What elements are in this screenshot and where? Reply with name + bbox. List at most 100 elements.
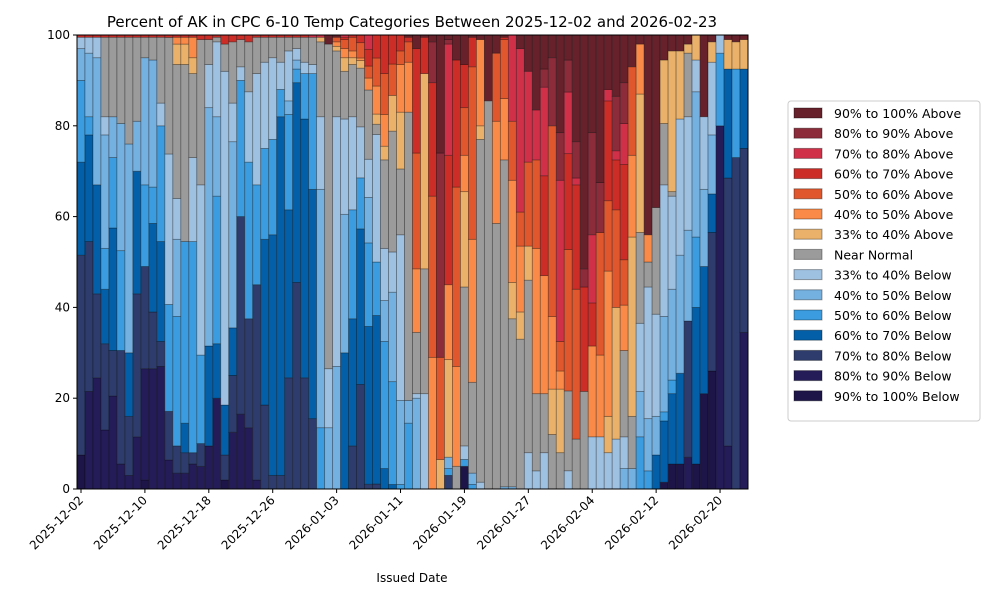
bar-segment xyxy=(300,61,310,74)
bar-segment xyxy=(452,465,461,490)
bar-segment xyxy=(300,377,310,490)
bar-segment xyxy=(707,232,717,372)
bar-segment xyxy=(611,34,621,97)
x-tick-label: 2025-12-10 xyxy=(91,493,150,552)
bar-segment xyxy=(563,249,573,392)
bar-segment xyxy=(364,48,373,67)
bar-segment xyxy=(691,236,701,308)
bar-segment xyxy=(156,36,166,104)
plot-frame xyxy=(76,34,749,490)
bar-segment xyxy=(220,34,230,45)
bar-segment xyxy=(380,34,389,74)
bar-segment xyxy=(547,388,557,435)
bar-segment xyxy=(228,102,238,143)
bar-segment xyxy=(452,186,461,367)
bar-segment xyxy=(659,411,669,422)
bar-segment xyxy=(332,50,342,118)
bar-segment xyxy=(356,60,365,69)
bar-segment xyxy=(699,116,709,190)
bar-segment xyxy=(452,59,461,188)
bar-segment xyxy=(124,415,134,476)
bar-segment xyxy=(292,68,302,84)
bar-segment xyxy=(539,175,549,277)
bar-segment xyxy=(204,107,214,347)
bar-segment xyxy=(683,456,693,490)
bar-segment xyxy=(579,34,589,270)
bar-segment xyxy=(84,241,94,392)
bar-segment xyxy=(284,377,294,490)
bar-segment xyxy=(388,130,397,253)
bar-segment xyxy=(116,123,126,252)
bar-segment xyxy=(587,302,597,347)
bar-segment xyxy=(380,159,389,249)
bar-segment xyxy=(100,343,110,431)
bar-segment xyxy=(691,463,701,490)
bar-segment xyxy=(587,34,597,134)
bar-segment xyxy=(659,59,669,124)
bar-segment xyxy=(148,59,158,188)
bar-segment xyxy=(651,313,661,417)
bar-segment xyxy=(643,261,653,288)
bar-segment xyxy=(332,36,342,43)
bar-segment xyxy=(707,41,717,63)
bar-segment xyxy=(316,188,326,429)
bar-segment xyxy=(180,36,190,45)
bar-segment xyxy=(348,318,357,447)
bar-segment xyxy=(364,77,373,91)
bar-segment xyxy=(148,223,158,313)
bar-segment xyxy=(308,64,318,74)
bar-segment xyxy=(76,48,86,81)
bar-segment xyxy=(228,34,238,43)
bar-segment xyxy=(563,153,573,250)
bar-segment xyxy=(635,390,645,438)
bar-segment xyxy=(100,247,110,290)
bar-segment xyxy=(603,34,613,90)
bar-segment xyxy=(667,463,677,490)
bar-segment xyxy=(412,331,421,395)
bar-segment xyxy=(260,404,270,490)
bar-segment xyxy=(124,36,134,145)
legend-swatch xyxy=(793,168,823,180)
bar-segment xyxy=(100,288,110,345)
bar-segment xyxy=(180,43,190,65)
legend-label: 80% to 90% Above xyxy=(834,126,954,141)
bar-segment xyxy=(172,36,182,45)
bar-segment xyxy=(300,118,310,379)
bar-segment xyxy=(460,465,469,490)
bar-segment xyxy=(491,223,501,490)
bar-segment xyxy=(372,261,381,316)
bar-segment xyxy=(284,114,294,211)
bar-segment xyxy=(603,452,613,490)
bar-segment xyxy=(635,93,645,233)
bar-segment xyxy=(483,34,493,102)
bar-segment xyxy=(563,59,573,93)
bar-segment xyxy=(412,397,421,490)
legend-label: Near Normal xyxy=(834,247,913,262)
bar-segment xyxy=(651,415,661,456)
bar-segment xyxy=(523,245,533,281)
bar-segment xyxy=(475,481,485,490)
bar-segment xyxy=(260,36,270,63)
bar-segment xyxy=(739,148,749,333)
bar-segment xyxy=(523,70,533,163)
bar-segment xyxy=(380,145,389,161)
bar-segment xyxy=(356,34,365,44)
bar-segment xyxy=(619,34,629,84)
bar-segment xyxy=(116,463,126,490)
bar-segment xyxy=(667,191,677,197)
bar-segment xyxy=(468,472,477,485)
bar-segment xyxy=(292,59,302,70)
bar-segment xyxy=(611,150,621,161)
bar-segment xyxy=(468,381,477,474)
bar-segment xyxy=(172,445,182,474)
bar-segment xyxy=(595,436,605,490)
bar-segment xyxy=(260,238,270,406)
bar-segment xyxy=(244,41,254,93)
legend-label: 80% to 90% Below xyxy=(834,369,952,384)
bar-segment xyxy=(611,159,621,211)
bar-segment xyxy=(84,36,94,54)
bar-segment xyxy=(468,66,477,240)
bar-segment xyxy=(611,306,621,440)
legend-swatch xyxy=(793,208,823,220)
bar-segment xyxy=(92,293,102,379)
